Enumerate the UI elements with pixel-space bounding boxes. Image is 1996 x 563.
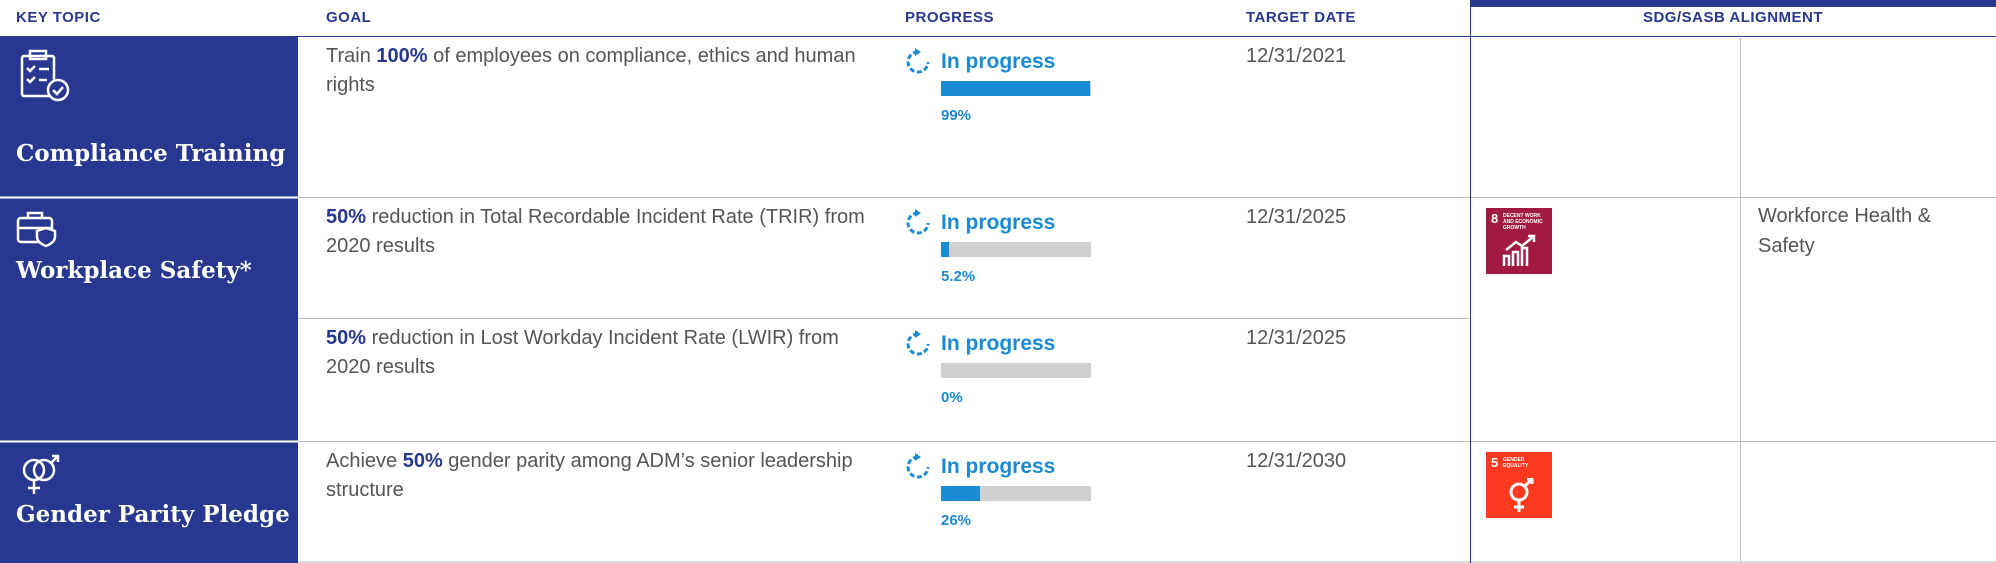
goal-emphasis: 50% [326,206,367,228]
goal-text: 50% reduction in Lost Workday Incident R… [326,324,881,382]
sdg-icon: 8 DECENT WORK AND ECONOMIC GROWTH [1486,208,1552,274]
progress-icon [905,209,931,242]
goal-text-part: reduction in Total Recordable Incident R… [326,206,865,257]
target-date: 12/31/2021 [1246,45,1347,67]
column-header: SDG/SASB ALIGNMENT [1642,9,1824,26]
goal-text: Train 100% of employees on compliance, e… [326,42,881,100]
goal-emphasis: 50% [326,327,367,349]
column-header: PROGRESS [905,9,995,26]
progress-label: 0% [941,389,963,406]
sasb-topic: Workforce Health & Safety [1758,205,1932,257]
progress-bar [941,242,949,257]
column-header: TARGET DATE [1246,9,1356,26]
progress-status: In progress [941,455,1056,478]
progress-track [941,486,1091,501]
progress-bar [941,81,1090,96]
target-date: 12/31/2030 [1246,450,1347,472]
goal-emphasis: 100% [376,45,428,67]
progress-label: 5.2% [941,268,976,285]
progress-icon [905,453,931,486]
sdg-graphic [1502,477,1538,519]
progress-bar [941,486,980,501]
goal-text-part: of employees on compliance, ethics and h… [326,45,856,96]
goal-text-part: reduction in Lost Workday Incident Rate … [326,327,839,378]
progress-icon [905,330,931,363]
target-date: 12/31/2025 [1246,206,1347,228]
progress-track [941,242,1091,257]
sdg-graphic [1502,234,1538,273]
topic-title: Workplace Safety* [16,257,252,284]
goal-text-part: Train [326,45,377,67]
column-header: GOAL [326,9,372,26]
progress-status: In progress [941,50,1056,73]
goal-emphasis: 50% [402,450,443,472]
goal-text-part: gender parity among ADM’s senior leaders… [326,450,853,501]
sdg-label: GENDER EQUALITY [1503,457,1529,469]
progress-icon [905,48,931,81]
topic-title: Gender Parity Pledge [16,501,290,528]
progress-label: 99% [941,107,972,124]
goal-text: 50% reduction in Total Recordable Incide… [326,203,881,261]
progress-track [941,81,1091,96]
goal-text-part: Achieve [326,450,403,472]
topic-title: Compliance Training [16,140,286,167]
sdg-icon: 5 GENDER EQUALITY [1486,452,1552,518]
sdg-number: 8 [1491,211,1499,226]
progress-label: 26% [941,512,972,529]
goal-text: Achieve 50% gender parity among ADM’s se… [326,447,881,505]
progress-status: In progress [941,211,1056,234]
sdg-label: DECENT WORK AND ECONOMIC GROWTH [1503,213,1543,231]
progress-track [941,363,1091,378]
sdg-number: 5 [1491,455,1499,470]
target-date: 12/31/2025 [1246,327,1347,349]
column-header: KEY TOPIC [16,9,101,26]
progress-status: In progress [941,332,1056,355]
